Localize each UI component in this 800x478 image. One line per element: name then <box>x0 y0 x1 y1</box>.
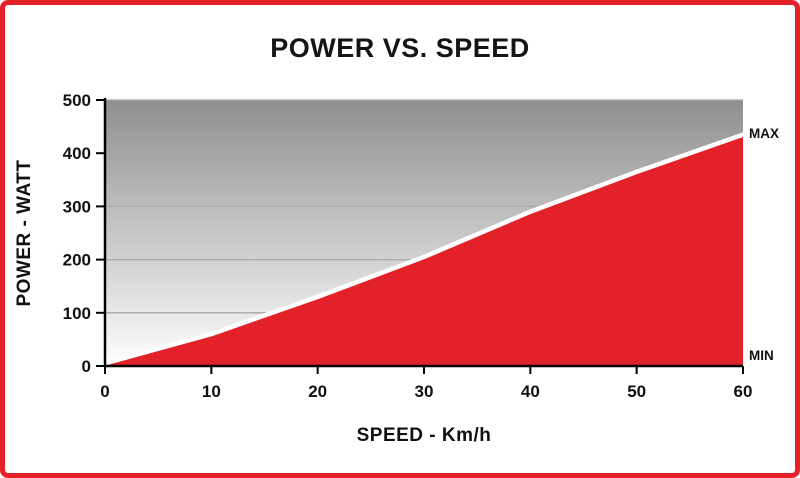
x-tick-label-50: 50 <box>627 382 646 401</box>
y-tick-label-500: 500 <box>63 91 91 110</box>
chart-title: POWER VS. SPEED <box>270 33 530 63</box>
x-axis-label: SPEED - Km/h <box>356 425 492 446</box>
min-annotation: MIN <box>749 348 774 363</box>
y-axis-label: POWER - WATT <box>14 159 35 307</box>
x-tick-label-0: 0 <box>100 382 109 401</box>
x-tick-label-60: 60 <box>734 382 753 401</box>
y-tick-label-200: 200 <box>63 251 91 270</box>
max-annotation: MAX <box>749 126 779 141</box>
x-tick-label-40: 40 <box>521 382 540 401</box>
power-vs-speed-chart: 0 100 200 300 400 500 0 10 20 30 40 50 60 <box>63 91 753 401</box>
y-tick-label-100: 100 <box>63 304 91 323</box>
y-tick-label-0: 0 <box>82 357 91 376</box>
x-tick-label-10: 10 <box>202 382 221 401</box>
y-tick-label-300: 300 <box>63 197 91 216</box>
power-curve <box>102 132 746 366</box>
y-tick-label-400: 400 <box>63 144 91 163</box>
x-tick-label-30: 30 <box>415 382 434 401</box>
x-tick-label-20: 20 <box>308 382 327 401</box>
